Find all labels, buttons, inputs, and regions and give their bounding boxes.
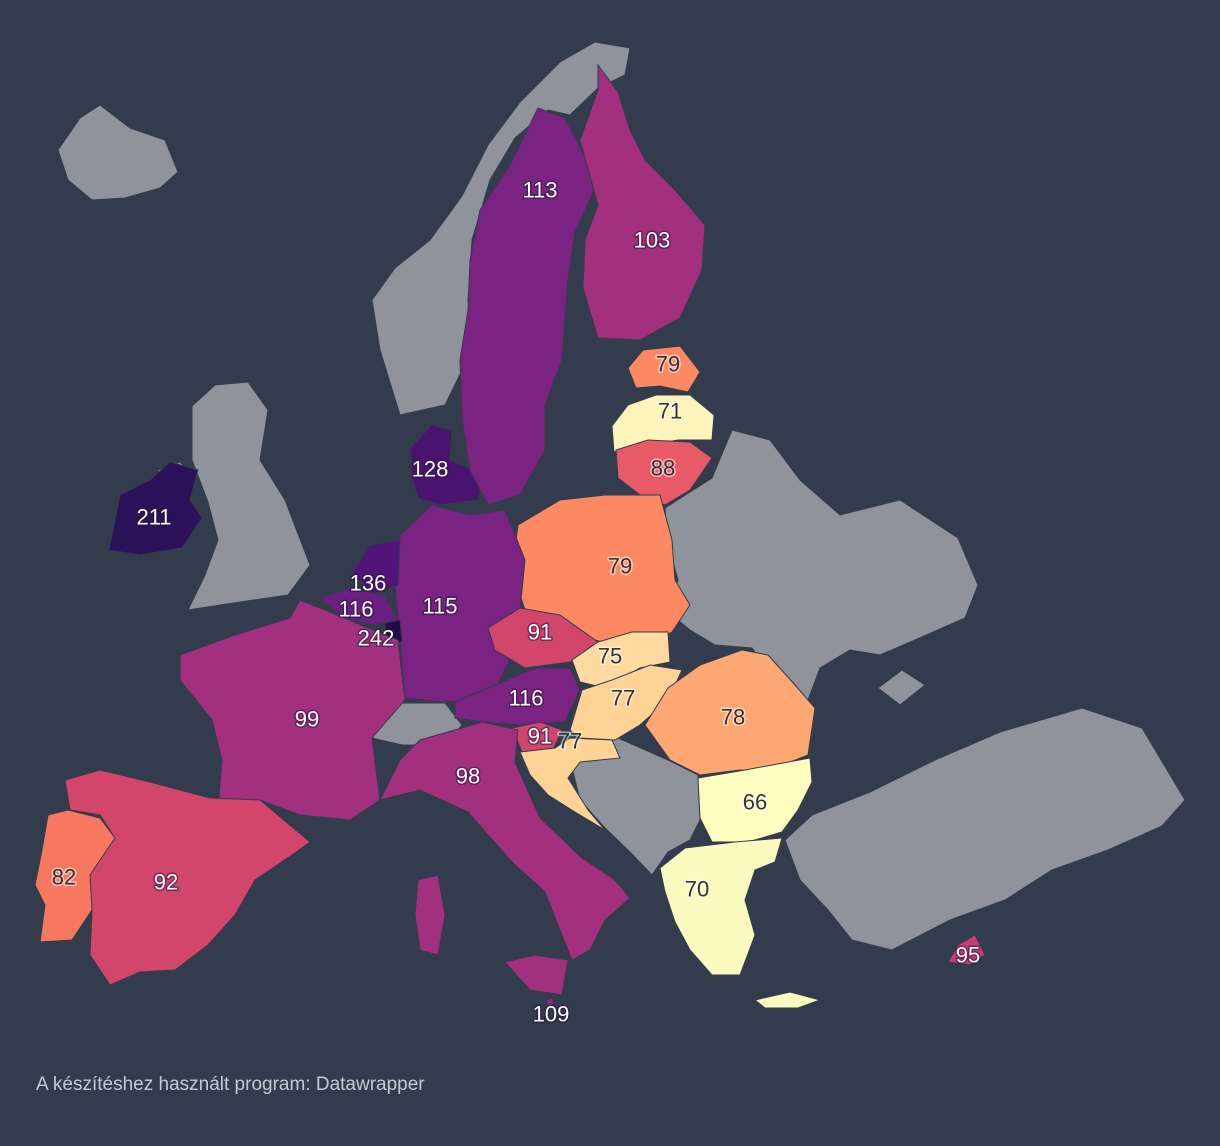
country-slovakia[interactable]	[571, 631, 671, 689]
country-finland[interactable]	[579, 63, 706, 341]
country-france[interactable]	[179, 599, 406, 821]
country-estonia[interactable]	[627, 345, 701, 393]
label-slovakia: 75	[598, 644, 622, 669]
country-denmark[interactable]	[409, 424, 486, 506]
label-bulgaria: 66	[743, 790, 767, 815]
label-denmark: 128	[412, 457, 449, 482]
label-finland: 103	[634, 228, 671, 253]
label-netherlands: 136	[350, 571, 387, 596]
label-latvia: 71	[658, 399, 682, 424]
crimea-shape	[877, 669, 926, 706]
country-italy-sardinia[interactable]	[414, 874, 446, 956]
country-romania[interactable]	[644, 649, 816, 776]
label-malta: 109	[533, 1002, 570, 1027]
label-germany: 115	[422, 594, 457, 619]
label-belgium: 116	[338, 597, 373, 622]
label-austria: 116	[508, 686, 543, 711]
country-cyprus[interactable]	[947, 934, 986, 966]
balkans-shape	[567, 737, 701, 876]
countries	[34, 63, 986, 1009]
country-slovenia[interactable]	[511, 721, 563, 753]
label-poland: 79	[608, 554, 632, 579]
country-lithuania[interactable]	[615, 439, 713, 506]
country-italy-sicily[interactable]	[504, 954, 569, 996]
country-germany[interactable]	[394, 504, 526, 703]
value-labels: 211 128 113 103 79 71 88 136 116 242 115…	[50, 176, 981, 1028]
country-greece-crete[interactable]	[753, 991, 822, 1009]
no-data-land	[57, 41, 1186, 951]
label-czechia: 91	[528, 620, 552, 645]
label-romania: 78	[721, 705, 745, 730]
country-croatia[interactable]	[519, 737, 621, 831]
country-portugal[interactable]	[34, 809, 116, 943]
label-greece: 70	[685, 877, 709, 902]
label-france: 99	[295, 707, 319, 732]
label-sweden: 113	[522, 178, 557, 203]
label-cyprus: 95	[956, 943, 980, 968]
country-sweden[interactable]	[459, 107, 599, 506]
country-italy[interactable]	[379, 721, 631, 961]
label-luxembourg: 242	[358, 626, 395, 651]
source-credit: A készítéshez használt program: Datawrap…	[36, 1074, 425, 1095]
label-slovenia: 91	[528, 724, 552, 749]
label-croatia: 77	[558, 729, 582, 754]
label-lithuania: 88	[651, 456, 675, 481]
country-greece[interactable]	[659, 837, 783, 976]
country-ireland[interactable]	[107, 461, 203, 556]
label-estonia: 79	[656, 352, 680, 377]
country-bulgaria[interactable]	[697, 757, 813, 843]
iceland-shape	[57, 104, 179, 201]
label-hungary: 77	[611, 686, 635, 711]
country-netherlands[interactable]	[351, 539, 401, 595]
label-portugal: 82	[52, 865, 76, 890]
label-ireland: 211	[136, 505, 171, 530]
label-italy: 98	[456, 764, 480, 789]
country-austria[interactable]	[454, 667, 581, 726]
label-spain: 92	[154, 870, 178, 895]
country-malta[interactable]	[545, 997, 555, 1007]
turkey-shape	[784, 707, 1186, 951]
uk-shape	[187, 381, 311, 611]
east-europe-shape	[664, 429, 979, 721]
